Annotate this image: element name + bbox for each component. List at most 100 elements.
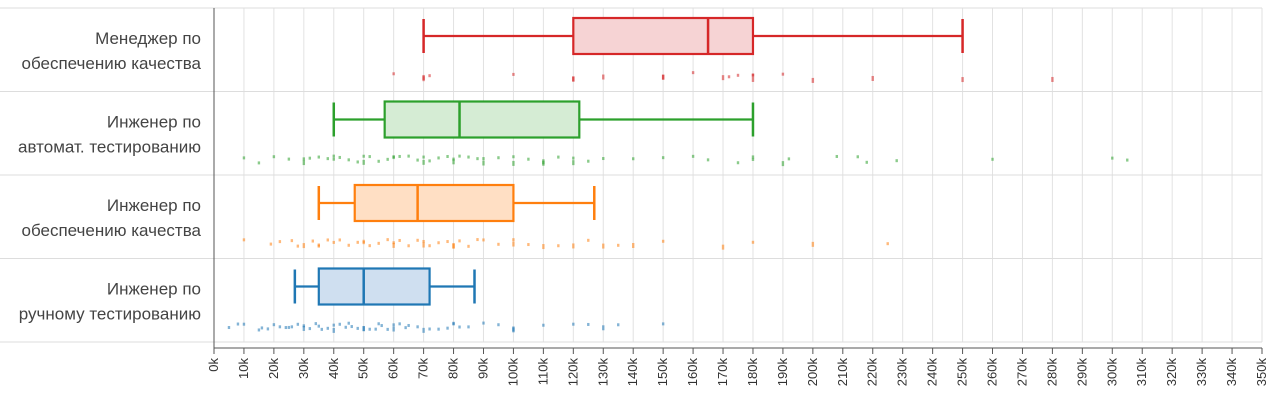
- category-label: автомат. тестированию: [18, 138, 201, 157]
- data-point: [512, 238, 515, 242]
- x-tick-label: 190k: [775, 358, 790, 387]
- x-tick-label: 10k: [236, 358, 251, 379]
- data-point: [961, 77, 964, 83]
- data-point: [886, 242, 889, 246]
- x-tick-label: 290k: [1074, 358, 1089, 387]
- data-point: [437, 327, 440, 331]
- data-point: [661, 322, 665, 326]
- data-point: [392, 241, 395, 245]
- x-tick-label: 270k: [1014, 358, 1029, 387]
- data-point: [278, 240, 282, 244]
- data-point: [602, 74, 605, 80]
- x-tick-label: 300k: [1104, 358, 1119, 387]
- data-point: [458, 325, 461, 329]
- data-point: [467, 244, 470, 248]
- data-point: [422, 159, 425, 165]
- data-point: [437, 156, 440, 160]
- data-point: [991, 157, 994, 161]
- data-point: [347, 321, 350, 325]
- data-point: [377, 241, 380, 245]
- x-tick-label: 30k: [296, 358, 311, 379]
- data-point: [287, 157, 291, 161]
- category-label: Инженер по: [107, 113, 201, 132]
- x-tick-label: 180k: [745, 358, 760, 387]
- data-point: [512, 160, 515, 166]
- data-point: [416, 238, 419, 242]
- data-point: [751, 240, 755, 244]
- data-point: [392, 72, 395, 76]
- data-point: [272, 323, 276, 327]
- data-point: [266, 327, 270, 331]
- data-point: [751, 155, 755, 159]
- data-point: [691, 154, 695, 158]
- data-point: [347, 243, 350, 247]
- data-point: [572, 160, 575, 166]
- x-tick-label: 350k: [1254, 358, 1269, 387]
- data-point: [835, 154, 839, 158]
- data-point: [751, 73, 755, 77]
- data-point: [308, 327, 312, 331]
- category-label: ручному тестированию: [19, 305, 201, 324]
- data-point: [332, 240, 335, 244]
- data-point: [661, 156, 665, 160]
- data-point: [422, 242, 425, 248]
- x-tick-label: 340k: [1224, 358, 1239, 387]
- x-tick-label: 220k: [865, 358, 880, 387]
- data-point: [482, 321, 485, 325]
- data-point: [557, 155, 560, 159]
- data-point: [512, 72, 515, 76]
- data-point: [356, 326, 359, 330]
- box-iqr: [572, 16, 755, 56]
- data-point: [1111, 156, 1114, 160]
- data-point: [787, 157, 791, 161]
- data-point: [476, 238, 479, 242]
- data-point: [326, 326, 329, 330]
- data-point: [278, 325, 282, 329]
- x-tick-label: 120k: [565, 358, 580, 387]
- data-point: [257, 328, 261, 332]
- data-point: [392, 155, 395, 159]
- data-point: [467, 155, 470, 159]
- data-point: [302, 160, 306, 166]
- data-point: [512, 326, 515, 332]
- data-point: [377, 159, 380, 163]
- data-point: [721, 75, 725, 81]
- data-point: [290, 239, 294, 243]
- data-point: [260, 326, 264, 330]
- x-tick-label: 240k: [925, 358, 940, 387]
- category-label: Инженер по: [107, 280, 201, 299]
- data-point: [302, 324, 306, 328]
- data-point: [751, 157, 755, 161]
- data-point: [350, 325, 353, 329]
- data-point: [407, 244, 410, 248]
- data-point: [242, 322, 246, 326]
- category-label: обеспечению качества: [21, 54, 201, 73]
- data-point: [356, 160, 359, 164]
- data-point: [446, 326, 449, 330]
- x-tick-label: 90k: [475, 358, 490, 379]
- x-tick-label: 0k: [206, 358, 221, 372]
- data-point: [542, 160, 545, 166]
- data-point: [458, 154, 461, 158]
- box-iqr: [383, 100, 581, 139]
- data-point: [587, 322, 590, 326]
- data-point: [416, 158, 419, 162]
- data-point: [227, 326, 231, 330]
- data-point: [587, 159, 590, 163]
- data-point: [572, 156, 575, 160]
- data-point: [428, 74, 431, 78]
- data-point: [392, 242, 395, 248]
- data-point: [512, 155, 515, 159]
- data-point: [242, 238, 246, 242]
- data-point: [356, 240, 359, 244]
- data-point: [392, 326, 395, 332]
- x-tick-label: 100k: [505, 358, 520, 387]
- data-point: [617, 243, 620, 247]
- data-point: [736, 73, 740, 77]
- data-point: [446, 154, 449, 158]
- data-point: [317, 155, 320, 159]
- data-point: [482, 238, 485, 242]
- data-point: [416, 325, 419, 329]
- x-tick-label: 50k: [356, 358, 371, 379]
